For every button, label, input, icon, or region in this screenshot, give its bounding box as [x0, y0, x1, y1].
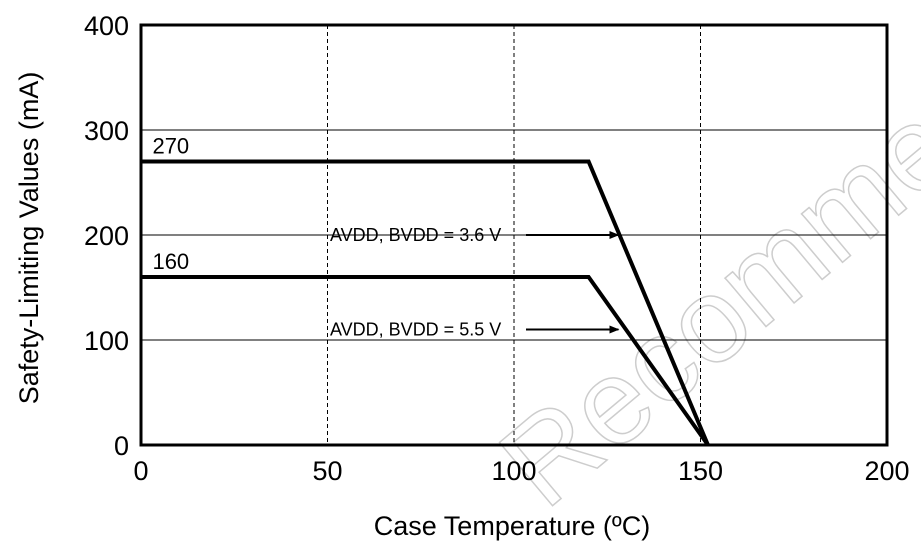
data-label-270: 270 — [152, 134, 189, 159]
svg-text:Recommended: Recommended — [476, 0, 921, 532]
annotation-label-1: AVDD, BVDD = 3.6 V — [330, 225, 501, 245]
plot-area-frame — [139, 23, 889, 447]
series-layer — [141, 159, 710, 447]
data-labels: 270 160 — [152, 134, 189, 275]
y-tick-label-200: 200 — [84, 221, 129, 251]
series-line-2 — [141, 275, 710, 447]
annotation-label-2: AVDD, BVDD = 5.5 V — [330, 320, 501, 340]
y-tick-label-300: 300 — [84, 116, 129, 146]
grid — [141, 25, 887, 445]
y-tick-label-400: 400 — [84, 11, 129, 41]
y-tick-label-100: 100 — [84, 326, 129, 356]
x-tick-label-100: 100 — [491, 456, 536, 486]
x-tick-label-0: 0 — [133, 456, 148, 486]
series-line-1 — [141, 159, 710, 446]
x-tick-label-150: 150 — [678, 456, 723, 486]
x-axis-title: Case Temperature (ºC) — [374, 511, 650, 541]
y-axis-title: Safety-Limiting Values (mA) — [14, 72, 44, 405]
tick-labels: 0 50 100 150 200 0 100 200 300 400 — [84, 11, 910, 486]
data-label-160: 160 — [152, 249, 189, 274]
x-tick-label-200: 200 — [864, 456, 909, 486]
watermark: Recommended — [475, 0, 921, 533]
y-tick-label-0: 0 — [114, 431, 129, 461]
x-tick-label-50: 50 — [312, 456, 342, 486]
annotations: AVDD, BVDD = 3.6 V AVDD, BVDD = 5.5 V — [330, 225, 620, 340]
